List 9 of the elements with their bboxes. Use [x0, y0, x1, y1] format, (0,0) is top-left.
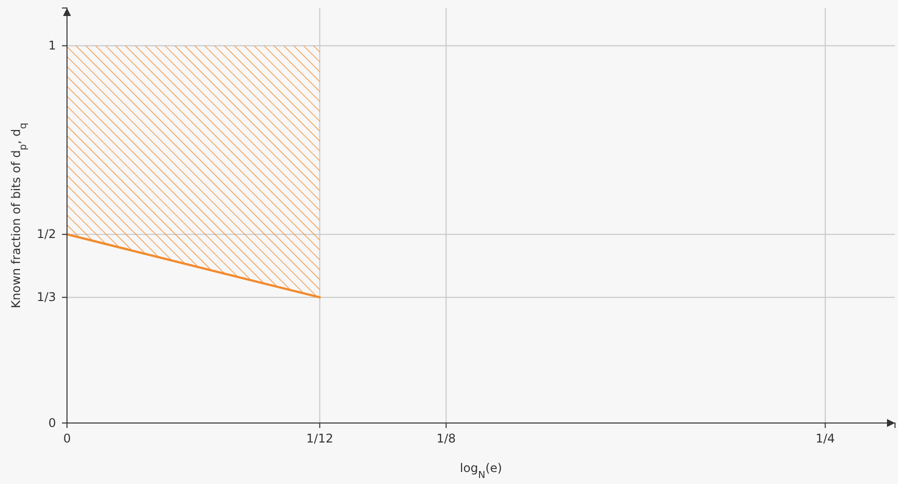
y-tick-label: 1/3 — [36, 290, 56, 304]
x-tick-label: 1/8 — [436, 432, 456, 446]
y-tick-label: 1 — [48, 38, 56, 53]
y-tick-label: 0 — [48, 416, 56, 430]
x-tick-label: 1/4 — [816, 432, 835, 446]
x-tick-label: 1/12 — [306, 432, 334, 446]
x-tick-label: 0 — [63, 432, 71, 446]
x-axis-title: log$_{N}$(e) — [460, 461, 502, 480]
y-tick-label: 1/2 — [36, 227, 56, 242]
